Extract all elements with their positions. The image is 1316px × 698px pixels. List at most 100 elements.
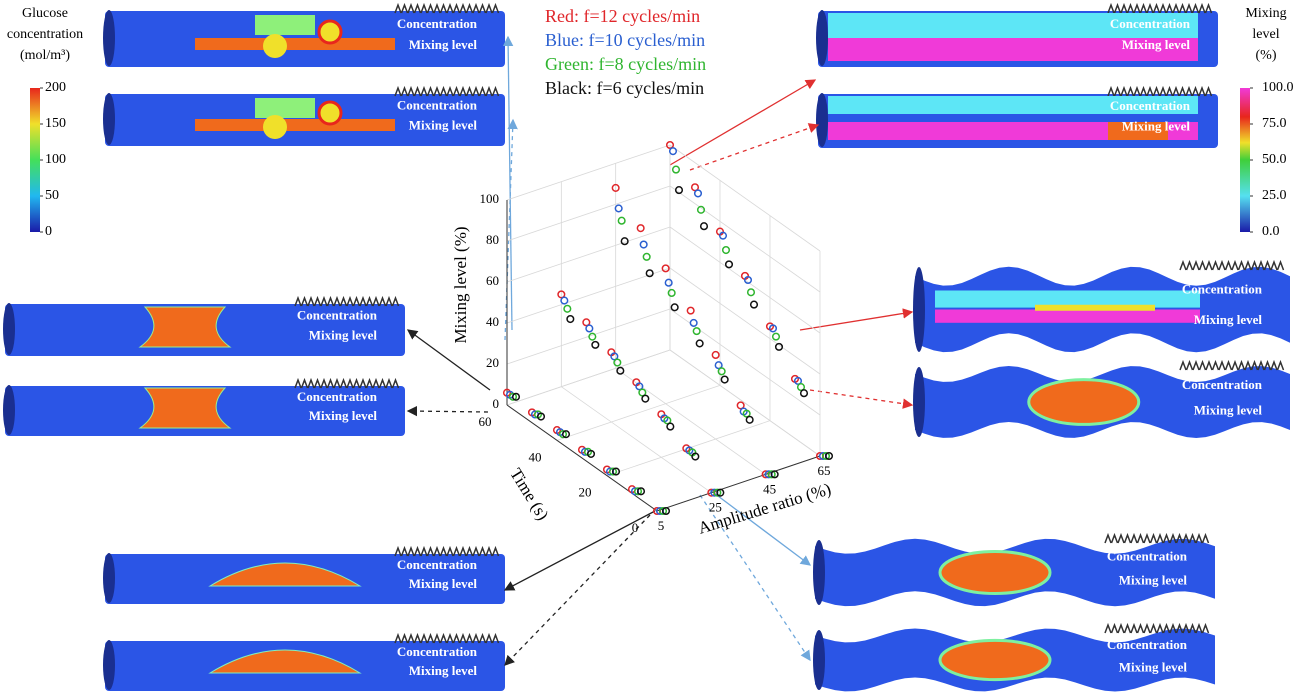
tube-end bbox=[3, 303, 15, 355]
data-point bbox=[693, 189, 703, 198]
z-tick-label: 100 bbox=[480, 191, 500, 206]
grid-line bbox=[669, 349, 821, 457]
data-point bbox=[613, 358, 622, 367]
panel-label: Concentration bbox=[1107, 548, 1188, 563]
colorbar-tick-label: 200 bbox=[45, 80, 66, 95]
colorbar-tick-label: 25.0 bbox=[1262, 188, 1287, 203]
tube-end bbox=[103, 93, 115, 145]
tube-end bbox=[816, 93, 828, 147]
panel-label: Concentration bbox=[297, 389, 378, 404]
tube-end bbox=[3, 385, 15, 435]
sawtooth bbox=[394, 632, 500, 644]
data-point bbox=[617, 216, 626, 225]
colorbar-tick-label: 50 bbox=[45, 188, 59, 203]
panel-label: Mixing level bbox=[1194, 312, 1263, 327]
sawtooth bbox=[1179, 359, 1285, 371]
data-point bbox=[743, 275, 753, 285]
arrow bbox=[709, 489, 812, 566]
blob bbox=[935, 290, 1200, 308]
panel-label: Mixing level bbox=[309, 327, 378, 342]
data-point bbox=[689, 318, 698, 327]
data-point bbox=[695, 339, 704, 348]
grid-line bbox=[506, 267, 671, 324]
data-point bbox=[667, 288, 676, 298]
blob bbox=[828, 38, 1198, 61]
blob bbox=[317, 100, 343, 126]
simulation-panel: Concentration Mixing level bbox=[816, 2, 1218, 67]
data-point bbox=[641, 394, 650, 403]
data-point bbox=[745, 415, 754, 424]
simulation-panel: Concentration Mixing level bbox=[813, 622, 1215, 692]
sawtooth bbox=[1107, 2, 1213, 14]
data-point bbox=[691, 452, 700, 461]
panel-label: Mixing level bbox=[1119, 572, 1188, 587]
colorbar-title: level bbox=[1252, 27, 1279, 42]
simulation-panel: Concentration Mixing level bbox=[103, 2, 505, 67]
sawtooth bbox=[294, 377, 400, 389]
grid-line bbox=[556, 384, 721, 441]
colorbar-tick-label: 0.0 bbox=[1262, 224, 1280, 239]
data-point bbox=[742, 409, 751, 418]
data-point bbox=[582, 318, 591, 327]
arrow bbox=[406, 405, 489, 417]
panel-label: Concentration bbox=[397, 557, 478, 572]
panel-label: Mixing level bbox=[1122, 119, 1191, 134]
sawtooth bbox=[294, 295, 400, 307]
data-point bbox=[768, 324, 778, 333]
colorbar-tick-label: 0 bbox=[45, 224, 52, 239]
data-point bbox=[674, 186, 684, 195]
blob bbox=[317, 19, 343, 45]
data-point bbox=[720, 375, 729, 384]
blob bbox=[255, 15, 315, 35]
data-point bbox=[560, 296, 569, 305]
panel-label: Concentration bbox=[1182, 377, 1263, 392]
data-point bbox=[611, 183, 620, 192]
data-point bbox=[608, 467, 618, 476]
simulation-panel: Concentration Mixing level bbox=[103, 632, 505, 691]
sawtooth bbox=[394, 85, 500, 97]
data-point bbox=[714, 361, 723, 370]
y-tick-label: 65 bbox=[818, 463, 831, 478]
data-point bbox=[793, 376, 803, 385]
legend-entry: Red: f=12 cycles/min bbox=[545, 6, 700, 26]
data-point bbox=[588, 332, 597, 341]
data-point bbox=[585, 324, 594, 333]
data-point bbox=[561, 430, 571, 439]
data-point bbox=[663, 416, 672, 425]
data-point bbox=[664, 278, 673, 287]
data-point bbox=[614, 204, 623, 213]
colorbar-tick-label: 100 bbox=[45, 152, 66, 167]
grid-line bbox=[606, 420, 771, 477]
data-point bbox=[661, 264, 670, 273]
sawtooth bbox=[1104, 532, 1210, 544]
sawtooth bbox=[1179, 259, 1285, 271]
blob bbox=[828, 122, 1198, 140]
tube-end bbox=[816, 10, 828, 66]
data-point bbox=[620, 237, 629, 246]
z-tick-label: 60 bbox=[486, 273, 499, 288]
data-point bbox=[799, 389, 809, 398]
blob bbox=[935, 309, 1200, 323]
blob bbox=[1027, 378, 1141, 426]
blob bbox=[263, 115, 287, 139]
data-point bbox=[639, 240, 648, 249]
colorbar-tick-label: 50.0 bbox=[1262, 152, 1287, 167]
panel-label: Mixing level bbox=[409, 37, 478, 52]
legend-entry: Green: f=8 cycles/min bbox=[545, 54, 706, 74]
y-tick-label: 5 bbox=[658, 518, 665, 533]
data-point bbox=[563, 304, 572, 313]
data-point bbox=[671, 165, 681, 174]
arrow bbox=[699, 494, 811, 662]
z-axis-label: Mixing level (%) bbox=[451, 226, 470, 343]
data-point bbox=[686, 306, 695, 315]
blob bbox=[1108, 122, 1168, 140]
data-point bbox=[636, 224, 645, 233]
data-point bbox=[721, 245, 731, 255]
legend-entry: Black: f=6 cycles/min bbox=[545, 78, 704, 98]
x-tick-label: 0 bbox=[632, 520, 639, 535]
data-point bbox=[713, 488, 722, 497]
grid-line bbox=[506, 349, 671, 406]
data-point bbox=[638, 388, 647, 397]
blob bbox=[263, 34, 287, 58]
